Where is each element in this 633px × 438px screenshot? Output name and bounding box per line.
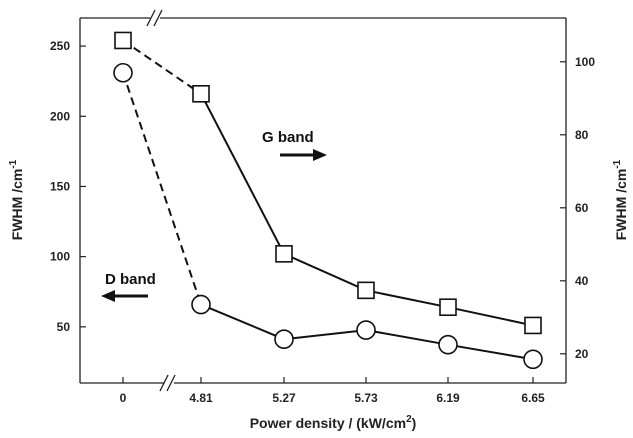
y-right-tick-label: 40 [575, 274, 589, 288]
y-right-tick-label: 80 [575, 128, 589, 142]
x-tick-label: 4.81 [189, 391, 213, 405]
ticks: 50 100 150 200 250 20 40 60 80 100 0 4.81 5.27 5.73 6.… [50, 39, 595, 405]
y-right-title-sup: -1 [612, 159, 623, 168]
square-marker [524, 316, 542, 335]
d-band-label: D band [105, 271, 156, 288]
x-tick-label: 6.19 [436, 391, 460, 405]
top-break-mark [146, 9, 156, 27]
x-axis-break-mark [166, 374, 176, 392]
g-band-arrow-head [313, 149, 327, 161]
square-marker [275, 245, 293, 263]
x-tick-label: 5.27 [272, 391, 296, 405]
y-right-title-main: FWHM /cm [613, 169, 629, 241]
x-tick-label: 6.65 [521, 391, 545, 405]
x-axis-title-sup: 2 [406, 414, 412, 425]
axes [79, 9, 567, 392]
y-left-tick-label: 50 [57, 320, 71, 334]
series-markers [113, 31, 543, 370]
y-right-tick-label: 20 [575, 347, 589, 361]
x-axis-title-main: Power density / (kW/cm [250, 415, 406, 431]
y-left-title-main: FWHM /cm [9, 169, 25, 241]
series-lines [122, 39, 534, 361]
square-marker [357, 281, 375, 300]
circle-marker [191, 294, 211, 315]
y-left-tick-label: 250 [50, 39, 70, 53]
series-2-dashed-segment [122, 72, 202, 305]
y-left-axis-title: FWHM /cm-1 [8, 159, 25, 240]
circle-marker [438, 334, 458, 355]
annotations: G band D band [101, 129, 327, 302]
series-1-dashed-segment [122, 39, 202, 95]
x-axis-title-end: ) [412, 415, 417, 431]
x-axis-break-mark [159, 374, 169, 392]
y-right-tick-label: 100 [575, 55, 595, 69]
square-marker [114, 31, 132, 50]
circle-marker [113, 62, 133, 83]
y-right-axis-title: FWHM /cm-1 [612, 159, 629, 240]
x-tick-label: 5.73 [354, 391, 378, 405]
x-axis-title: Power density / (kW/cm2) [250, 414, 417, 431]
square-marker [439, 298, 457, 316]
d-band-arrow-head [101, 290, 115, 302]
x-tick-label: 0 [120, 391, 127, 405]
top-break-mark [153, 9, 163, 27]
circle-marker [523, 349, 543, 370]
y-left-title-sup: -1 [8, 159, 19, 168]
circle-marker [356, 320, 376, 340]
y-left-tick-label: 100 [50, 250, 70, 264]
y-left-tick-label: 150 [50, 179, 70, 193]
square-marker [192, 85, 210, 103]
y-right-tick-label: 60 [575, 201, 589, 215]
g-band-label: G band [262, 129, 314, 146]
circle-marker [274, 329, 294, 350]
y-left-tick-label: 200 [50, 109, 70, 123]
